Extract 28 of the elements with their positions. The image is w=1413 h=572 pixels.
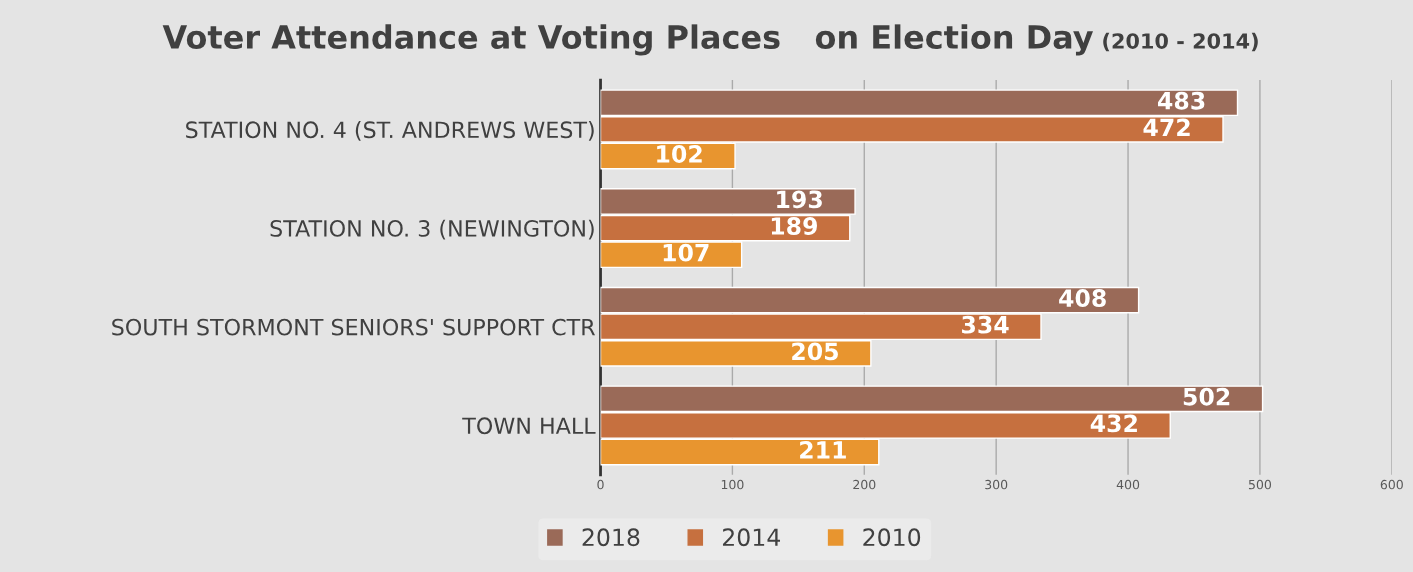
data-label: 102 xyxy=(657,145,702,163)
data-label: 334 xyxy=(962,315,1009,334)
legend-label: 2014 xyxy=(722,528,781,547)
data-label: 211 xyxy=(800,441,846,459)
data-label: 408 xyxy=(1059,289,1106,307)
x-tick-label: 500 xyxy=(1248,479,1272,490)
data-label: 107 xyxy=(663,243,709,262)
data-label: 472 xyxy=(1143,118,1190,136)
data-label: 205 xyxy=(792,342,838,361)
y-tick-label: TOWN HALL xyxy=(462,417,596,435)
x-tick-label: 100 xyxy=(721,479,744,490)
data-label: 193 xyxy=(777,190,822,209)
legend-label: 2010 xyxy=(863,528,921,547)
data-label: 432 xyxy=(1090,414,1137,433)
data-label: 189 xyxy=(771,217,817,235)
x-tick-label: 400 xyxy=(1116,479,1140,490)
data-label: 502 xyxy=(1183,387,1230,406)
y-tick-label: SOUTH STORMONT SENIORS' SUPPORT CTR xyxy=(112,318,596,336)
chart-subtitle: (2010 - 2014) xyxy=(1103,32,1258,52)
x-tick-label: 0 xyxy=(597,479,604,490)
x-tick-label: 300 xyxy=(985,479,1008,490)
data-label: 483 xyxy=(1158,91,1205,110)
legend-label: 2018 xyxy=(582,528,640,547)
y-tick-label: STATION NO. 3 (NEWINGTON) xyxy=(270,219,594,240)
y-tick-label: STATION NO. 4 (ST. ANDREWS WEST) xyxy=(186,121,594,141)
x-tick-label: 600 xyxy=(1380,479,1403,490)
chart-title: Voter Attendance at Voting Places on Election Day xyxy=(162,24,1094,56)
x-tick-label: 200 xyxy=(853,479,876,490)
